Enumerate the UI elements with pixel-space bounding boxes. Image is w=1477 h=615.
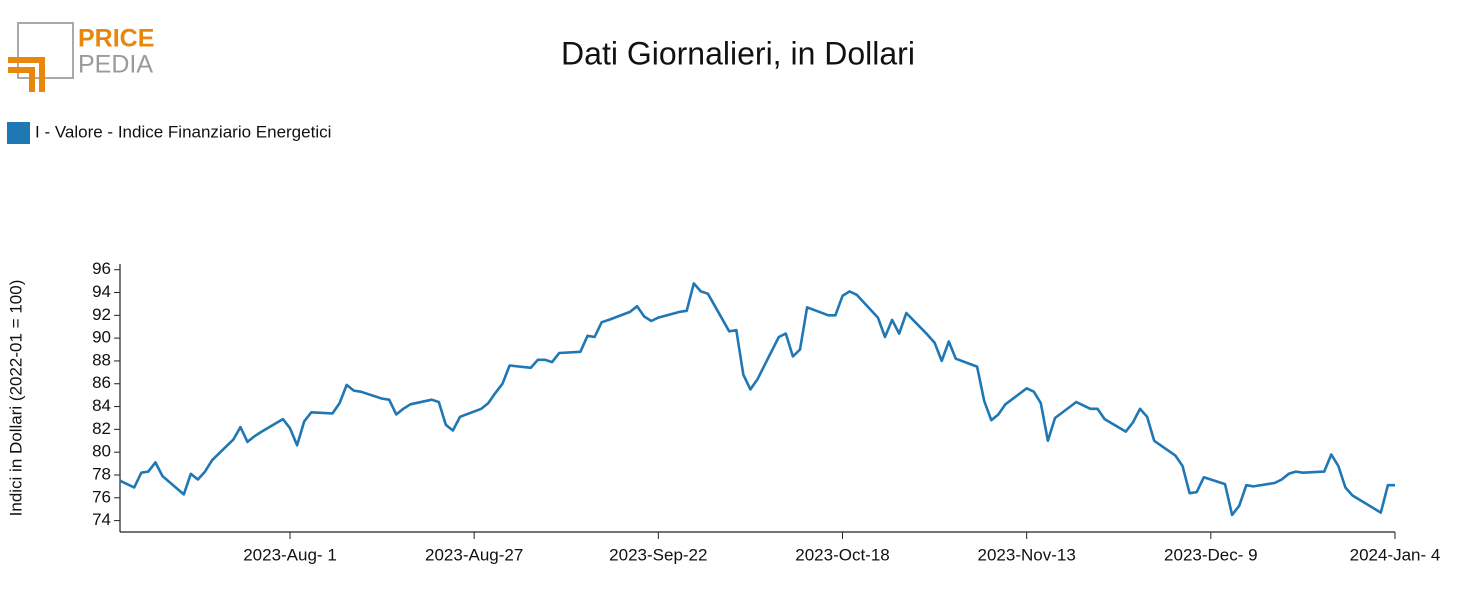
logo-mark [8, 57, 45, 92]
x-tick-label: 2023-Nov-13 [978, 545, 1076, 564]
y-tick-label: 88 [92, 350, 111, 369]
y-tick-label: 92 [92, 305, 111, 324]
y-axis-label: Indici in Dollari (2022-01 = 100) [6, 280, 25, 517]
chart-title: Dati Giornalieri, in Dollari [561, 35, 915, 71]
y-tick-label: 84 [92, 396, 111, 415]
logo-top: PRICE [78, 25, 154, 53]
x-tick-label: 2023-Oct-18 [795, 545, 890, 564]
x-tick-label: 2023-Dec- 9 [1164, 545, 1258, 564]
y-tick-label: 82 [92, 419, 111, 438]
legend-label: I - Valore - Indice Finanziario Energeti… [35, 122, 331, 141]
x-tick-label: 2024-Jan- 4 [1350, 545, 1441, 564]
y-tick-label: 76 [92, 487, 111, 506]
logo-bottom: PEDIA [78, 51, 153, 79]
y-tick-label: 78 [92, 464, 111, 483]
y-tick-label: 74 [92, 510, 111, 529]
y-tick-label: 96 [92, 259, 111, 278]
logo-frame [17, 22, 74, 79]
y-tick-label: 80 [92, 442, 111, 461]
legend-swatch [7, 122, 30, 144]
y-tick-label: 86 [92, 373, 111, 392]
data-line [119, 282, 1395, 517]
x-tick-label: 2023-Sep-22 [609, 545, 707, 564]
y-tick-label: 90 [92, 328, 111, 347]
x-tick-label: 2023-Aug- 1 [243, 545, 337, 564]
y-tick-label: 94 [92, 282, 111, 301]
logo: PRICE PEDIA [8, 22, 154, 92]
x-tick-label: 2023-Aug-27 [425, 545, 523, 564]
